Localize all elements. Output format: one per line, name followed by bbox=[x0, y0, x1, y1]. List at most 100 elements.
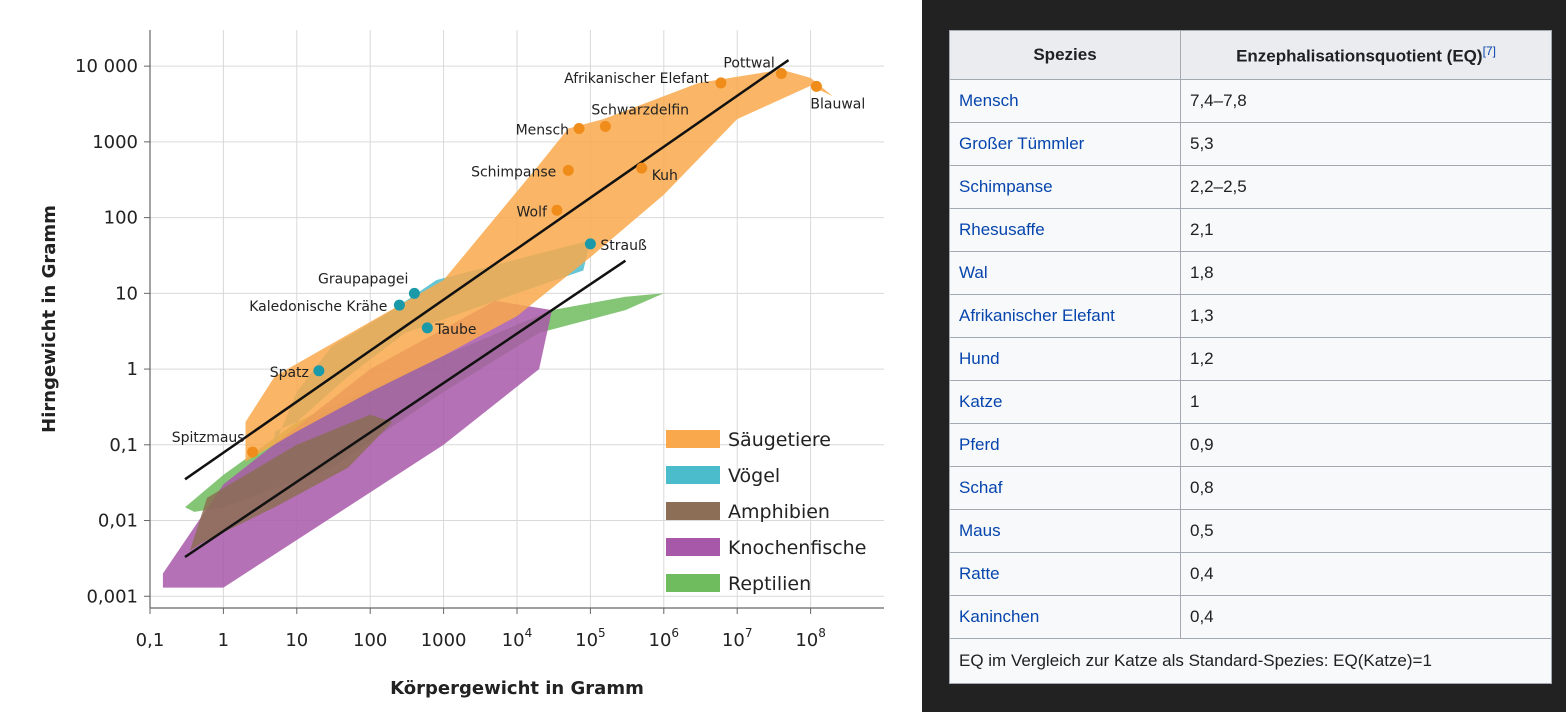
eq-value: 2,2–2,5 bbox=[1180, 165, 1552, 209]
header-species: Spezies bbox=[949, 30, 1181, 80]
table-row: Großer Tümmler 5,3 bbox=[949, 122, 1552, 166]
species-link[interactable]: Wal bbox=[949, 251, 1181, 295]
x-tick-exponent: 5 bbox=[598, 626, 606, 640]
y-tick-label: 0,1 bbox=[109, 435, 138, 456]
x-tick-exponent: 7 bbox=[745, 626, 753, 640]
legend-swatch bbox=[666, 574, 720, 592]
table-footer-row: EQ im Vergleich zur Katze als Standard-S… bbox=[949, 638, 1552, 684]
point-label: Mensch bbox=[516, 123, 569, 139]
header-eq: Enzephalisationsquotient (EQ)[7] bbox=[1180, 30, 1552, 80]
point-label: Blauwal bbox=[810, 96, 865, 112]
point-label: Pottwal bbox=[723, 55, 774, 71]
legend-swatch bbox=[666, 430, 720, 448]
y-tick-label: 10 000 bbox=[75, 56, 138, 77]
table-row: Kaninchen 0,4 bbox=[949, 595, 1552, 639]
x-tick-label: 105 bbox=[575, 626, 606, 651]
eq-value: 0,9 bbox=[1180, 423, 1552, 467]
species-link[interactable]: Pferd bbox=[949, 423, 1181, 467]
legend-label: Knochenfische bbox=[728, 537, 866, 559]
eq-value: 0,4 bbox=[1180, 552, 1552, 596]
table-row: Pferd 0,9 bbox=[949, 423, 1552, 467]
trend-line bbox=[184, 59, 790, 481]
x-tick-label: 0,1 bbox=[136, 630, 165, 651]
data-point bbox=[599, 120, 611, 132]
data-point bbox=[584, 238, 596, 250]
x-tick-label: 10 bbox=[285, 630, 308, 651]
brain-body-chart: 0,1 1 10 100 1000 104 105 106 107 108 0,001 0,01 0,1… bbox=[39, 30, 884, 699]
region-säugetiere bbox=[245, 69, 833, 462]
reference-link[interactable]: [7] bbox=[1482, 43, 1496, 58]
table-footer: EQ im Vergleich zur Katze als Standard-S… bbox=[949, 638, 1552, 684]
y-tick-label: 1 bbox=[127, 359, 138, 380]
species-link[interactable]: Katze bbox=[949, 380, 1181, 424]
point-label: Spatz bbox=[270, 365, 309, 381]
legend-label: Vögel bbox=[728, 465, 780, 487]
point-label: Schwarzdelfin bbox=[591, 102, 689, 118]
y-tick-label: 100 bbox=[104, 208, 138, 229]
data-point bbox=[421, 322, 433, 334]
eq-table: Spezies Enzephalisationsquotient (EQ)[7]… bbox=[949, 30, 1552, 684]
species-link[interactable]: Mensch bbox=[949, 79, 1181, 123]
eq-value: 0,4 bbox=[1180, 595, 1552, 639]
table-row: Ratte 0,4 bbox=[949, 552, 1552, 596]
point-label: Wolf bbox=[517, 204, 548, 220]
legend-label: Reptilien bbox=[728, 573, 811, 595]
table-row: Rhesusaffe 2,1 bbox=[949, 208, 1552, 252]
point-label: Afrikanischer Elefant bbox=[564, 71, 709, 87]
eq-value: 7,4–7,8 bbox=[1180, 79, 1552, 123]
point-label: Kaledonische Krähe bbox=[249, 299, 387, 315]
table-row: Maus 0,5 bbox=[949, 509, 1552, 553]
legend-swatch bbox=[666, 466, 720, 484]
eq-value: 1 bbox=[1180, 380, 1552, 424]
y-tick-label: 0,01 bbox=[98, 511, 138, 532]
header-eq-label: Enzephalisationsquotient (EQ) bbox=[1236, 46, 1483, 66]
y-tick-label: 10 bbox=[115, 283, 138, 304]
x-tick-label: 104 bbox=[502, 626, 533, 651]
x-tick-label: 108 bbox=[795, 626, 826, 651]
table-header-row: Spezies Enzephalisationsquotient (EQ)[7] bbox=[949, 30, 1552, 80]
x-tick-exponent: 6 bbox=[671, 626, 679, 640]
x-axis-title: Körpergewicht in Gramm bbox=[390, 678, 644, 699]
data-point bbox=[313, 365, 325, 377]
x-tick-exponent: 8 bbox=[818, 626, 826, 640]
eq-value: 5,3 bbox=[1180, 122, 1552, 166]
species-link[interactable]: Schimpanse bbox=[949, 165, 1181, 209]
legend-label: Amphibien bbox=[728, 501, 830, 523]
trend-line bbox=[184, 259, 627, 559]
data-point bbox=[393, 299, 405, 311]
legend-swatch bbox=[666, 538, 720, 556]
species-link[interactable]: Großer Tümmler bbox=[949, 122, 1181, 166]
table-row: Wal 1,8 bbox=[949, 251, 1552, 295]
species-link[interactable]: Schaf bbox=[949, 466, 1181, 510]
y-axis-title: Hirngewicht in Gramm bbox=[39, 205, 60, 433]
species-link[interactable]: Afrikanischer Elefant bbox=[949, 294, 1181, 338]
table-row: Katze 1 bbox=[949, 380, 1552, 424]
data-point bbox=[562, 164, 574, 176]
species-link[interactable]: Hund bbox=[949, 337, 1181, 381]
x-tick-label: 107 bbox=[722, 626, 753, 651]
point-label: Graupapagei bbox=[318, 271, 408, 287]
data-point bbox=[573, 123, 585, 135]
point-label: Taube bbox=[434, 322, 476, 338]
table-body: Mensch 7,4–7,8 Großer Tümmler 5,3 Schimpanse… bbox=[949, 79, 1552, 639]
table-row: Mensch 7,4–7,8 bbox=[949, 79, 1552, 123]
point-label: Strauß bbox=[600, 238, 647, 254]
species-link[interactable]: Maus bbox=[949, 509, 1181, 553]
point-label: Spitzmaus bbox=[172, 430, 245, 446]
data-point bbox=[408, 287, 420, 299]
x-tick-label: 106 bbox=[649, 626, 680, 651]
chart-svg: 0,1 1 10 100 1000 104 105 106 107 1080,0010,010,1… bbox=[39, 30, 884, 699]
data-point bbox=[551, 204, 563, 216]
species-link[interactable]: Rhesusaffe bbox=[949, 208, 1181, 252]
legend-swatch bbox=[666, 502, 720, 520]
data-point bbox=[775, 67, 787, 79]
species-link[interactable]: Ratte bbox=[949, 552, 1181, 596]
table-row: Afrikanischer Elefant 1,3 bbox=[949, 294, 1552, 338]
legend-label: Säugetiere bbox=[728, 429, 831, 451]
table-row: Schimpanse 2,2–2,5 bbox=[949, 165, 1552, 209]
species-link[interactable]: Kaninchen bbox=[949, 595, 1181, 639]
data-point bbox=[715, 77, 727, 89]
x-tick-exponent: 4 bbox=[525, 626, 533, 640]
eq-value: 0,5 bbox=[1180, 509, 1552, 553]
eq-value: 1,3 bbox=[1180, 294, 1552, 338]
